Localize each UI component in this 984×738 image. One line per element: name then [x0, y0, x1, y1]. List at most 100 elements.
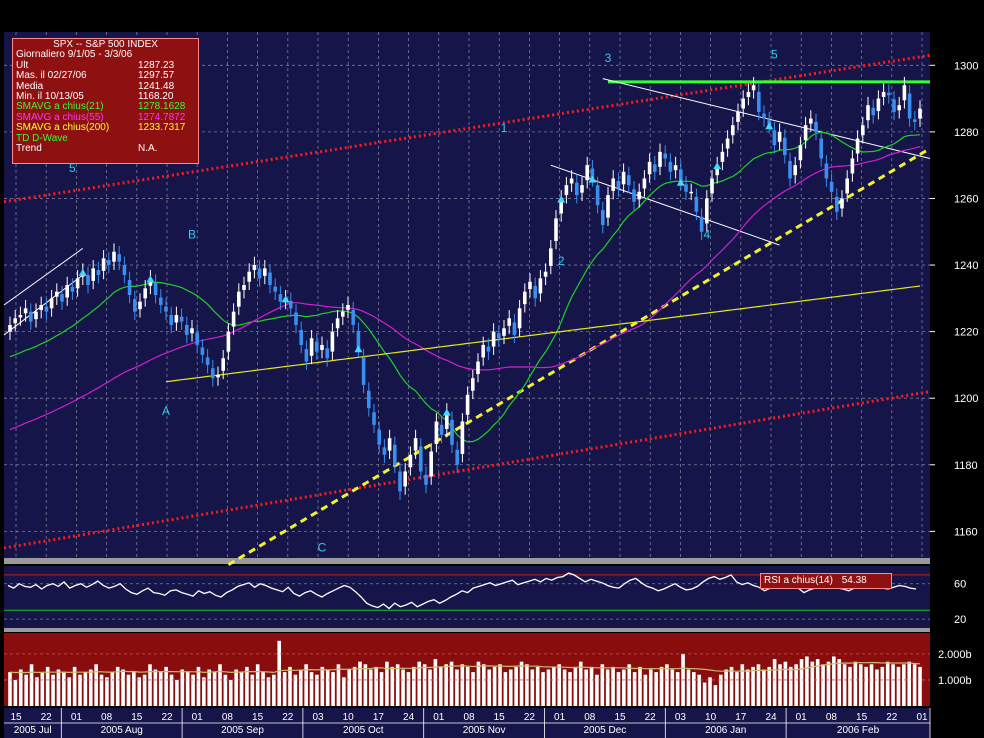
volume-bar	[869, 664, 874, 706]
price-bar	[710, 178, 714, 194]
info-rows: Ult 1287.23 Mas. il 02/27/06 1297.57 Media 12…	[13, 59, 198, 155]
price-bar	[107, 260, 111, 266]
td-arrow-icon	[354, 345, 363, 353]
volume-bar	[918, 666, 922, 706]
volume-bar	[471, 672, 475, 706]
price-bar	[450, 419, 454, 445]
y-tick-label: 1200	[954, 393, 978, 405]
price-bar	[907, 93, 912, 119]
volume-bar	[288, 666, 292, 706]
price-bar	[819, 138, 823, 159]
volume-bar	[864, 666, 868, 706]
price-bar	[616, 180, 621, 189]
wave-label: 3	[605, 51, 612, 65]
volume-bar	[110, 672, 115, 706]
price-bar	[502, 328, 506, 336]
x-tick-label: 08	[826, 712, 838, 723]
volume-bar	[460, 664, 465, 706]
price-bar	[278, 294, 283, 302]
price-bar	[205, 357, 210, 365]
x-tick-label: 01	[916, 712, 928, 723]
price-bar	[491, 331, 496, 347]
price-bar	[887, 92, 891, 96]
volume-bar	[83, 672, 88, 706]
info-row: TD D-Wave	[13, 133, 198, 144]
x-tick-label: 22	[282, 712, 294, 723]
price-bar	[86, 275, 90, 286]
info-row: Trend N.A.	[13, 143, 198, 154]
month-label: 2006 Jan	[705, 725, 746, 736]
volume-bar	[315, 674, 319, 706]
price-bar	[590, 168, 595, 179]
volume-bar	[912, 664, 917, 706]
volume-bar	[546, 669, 551, 706]
volume-bar	[72, 666, 77, 706]
price-bar	[580, 185, 584, 193]
volume-bar	[875, 669, 879, 706]
volume-bar	[778, 664, 782, 706]
price-bar	[96, 270, 101, 276]
info-row-value: 1274.7872	[138, 111, 186, 123]
volume-bar	[568, 672, 572, 706]
month-label: 2005 Dec	[583, 725, 626, 736]
volume-bar	[245, 666, 249, 706]
price-bar	[601, 210, 605, 226]
price-bar	[13, 318, 17, 324]
price-bar	[798, 145, 803, 161]
volume-bar	[896, 666, 901, 706]
price-bar	[367, 390, 371, 409]
volume-bar	[250, 674, 255, 706]
td-arrow-icon	[588, 175, 597, 183]
price-bar	[221, 358, 225, 371]
rsi-label-value: 54.38	[841, 575, 867, 586]
y-tick-label: 1260	[954, 193, 978, 205]
volume-bar	[794, 664, 798, 706]
price-bar	[897, 105, 901, 111]
sma55-line	[9, 145, 921, 431]
info-row-label: SMAVG a chius(200)	[16, 122, 110, 134]
volume-bar	[158, 672, 163, 706]
x-tick-label: 15	[131, 712, 143, 723]
volume-bar	[826, 661, 831, 706]
volume-bar	[444, 664, 448, 706]
info-row-value: 1278.1628	[138, 101, 186, 113]
volume-bar	[94, 664, 98, 706]
price-bar	[445, 411, 449, 429]
volume-bar	[702, 682, 707, 706]
info-row-value: 1287.23	[138, 59, 175, 71]
volume-bar	[132, 672, 136, 706]
month-label: 2005 Sep	[221, 725, 264, 736]
price-bar	[377, 429, 381, 445]
price-bar	[679, 169, 683, 182]
x-tick-label: 01	[433, 712, 445, 723]
price-bar	[143, 288, 147, 299]
price-bar	[91, 268, 95, 281]
volume-bar	[358, 661, 362, 706]
volume-bar	[815, 659, 820, 706]
price-bar	[216, 374, 220, 378]
price-bar	[673, 165, 678, 171]
price-bar	[523, 291, 527, 305]
price-bar	[226, 331, 231, 352]
price-bar	[741, 98, 745, 109]
volume-bar	[708, 677, 712, 706]
price-bar	[788, 161, 792, 179]
price-bar	[486, 346, 491, 352]
volume-bar	[196, 666, 201, 706]
price-bar	[736, 111, 740, 122]
td-arrow-icon	[676, 178, 685, 186]
price-bar	[585, 165, 589, 181]
x-tick-label: 10	[343, 712, 355, 723]
x-tick-label: 17	[373, 712, 385, 723]
volume-bar	[891, 664, 895, 706]
price-bar	[471, 378, 475, 391]
volume-bar	[99, 674, 104, 706]
price-bar	[268, 272, 272, 286]
volume-bar	[482, 664, 486, 706]
volume-bar	[347, 669, 352, 706]
volume-bar	[751, 666, 755, 706]
price-bar	[60, 294, 64, 302]
volume-bar	[665, 664, 669, 706]
rsi-tick-label: 60	[954, 579, 966, 591]
volume-bar	[202, 677, 206, 706]
